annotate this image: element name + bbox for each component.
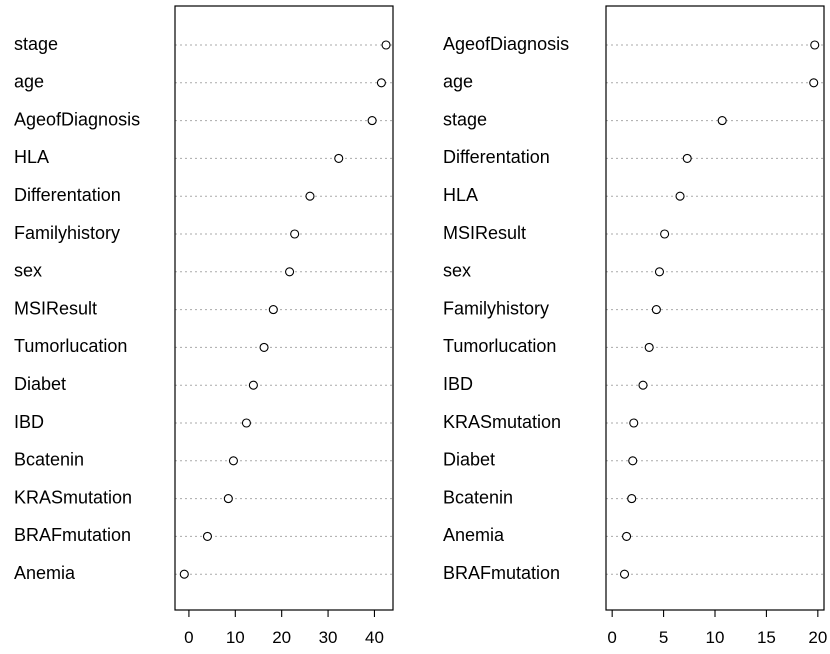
category-label: Familyhistory <box>443 298 549 318</box>
category-label: Tumorlucation <box>443 336 556 356</box>
data-point <box>268 305 278 315</box>
data-point <box>376 78 386 88</box>
data-point <box>682 153 692 163</box>
data-point <box>638 380 648 390</box>
data-point <box>627 494 637 504</box>
category-label: AgeofDiagnosis <box>14 109 140 129</box>
x-tick-label: 10 <box>226 628 245 647</box>
data-point <box>334 153 344 163</box>
data-point <box>628 456 638 466</box>
right-dotplot-panel: AgeofDiagnosis age stage Differentation HLA M… <box>443 5 827 647</box>
data-point <box>290 229 300 239</box>
category-label: HLA <box>443 185 478 205</box>
data-point <box>259 342 269 352</box>
category-label: Differentation <box>443 147 550 167</box>
category-label: HLA <box>14 147 49 167</box>
data-point <box>305 191 315 201</box>
category-label: age <box>443 72 473 92</box>
category-label: KRASmutation <box>14 487 132 507</box>
category-label: MSIResult <box>443 223 526 243</box>
plot-frame <box>605 5 825 611</box>
category-label: Differentation <box>14 185 121 205</box>
category-label: AgeofDiagnosis <box>443 34 569 54</box>
data-point <box>809 78 819 88</box>
data-point <box>223 494 233 504</box>
data-point <box>810 40 820 50</box>
data-point <box>381 40 391 50</box>
category-label: Bcatenin <box>443 487 513 507</box>
category-label: Bcatenin <box>14 450 84 470</box>
data-point <box>619 569 630 579</box>
left-dotplot-panel: stage age AgeofDiagnosis HLA Differentation F… <box>14 5 394 647</box>
category-label: Tumorlucation <box>14 336 127 356</box>
category-label: MSIResult <box>14 298 97 318</box>
category-label: sex <box>443 261 471 281</box>
plot-frame <box>174 5 394 611</box>
category-label: KRASmutation <box>443 412 561 432</box>
category-label: IBD <box>14 412 44 432</box>
x-tick-label: 5 <box>659 628 668 647</box>
category-label: Diabet <box>443 450 495 470</box>
data-point <box>717 116 727 126</box>
x-tick-label: 30 <box>319 628 338 647</box>
x-tick-label: 20 <box>272 628 291 647</box>
data-point <box>629 418 639 428</box>
category-label: BRAFmutation <box>14 525 131 545</box>
data-point <box>660 229 670 239</box>
category-label: IBD <box>443 374 473 394</box>
x-tick-label: 0 <box>607 628 616 647</box>
x-tick-label: 15 <box>757 628 776 647</box>
data-point <box>367 116 377 126</box>
x-tick-label: 0 <box>184 628 193 647</box>
data-point <box>202 531 213 541</box>
category-label: stage <box>14 34 58 54</box>
category-label: Anemia <box>14 563 76 583</box>
data-point <box>651 305 661 315</box>
x-tick-label: 40 <box>365 628 384 647</box>
data-point <box>654 267 665 277</box>
category-label: Familyhistory <box>14 223 120 243</box>
category-label: age <box>14 72 44 92</box>
data-point <box>622 531 632 541</box>
x-tick-label: 20 <box>808 628 827 647</box>
data-point <box>285 267 295 277</box>
category-label: sex <box>14 261 42 281</box>
x-tick-label: 10 <box>706 628 725 647</box>
data-point <box>248 380 258 390</box>
category-label: Diabet <box>14 374 66 394</box>
data-point <box>179 569 189 579</box>
data-point <box>675 191 685 201</box>
category-label: BRAFmutation <box>443 563 560 583</box>
category-label: Anemia <box>443 525 505 545</box>
category-label: stage <box>443 109 487 129</box>
data-point <box>228 456 238 466</box>
data-point <box>644 342 654 352</box>
data-point <box>241 418 251 428</box>
